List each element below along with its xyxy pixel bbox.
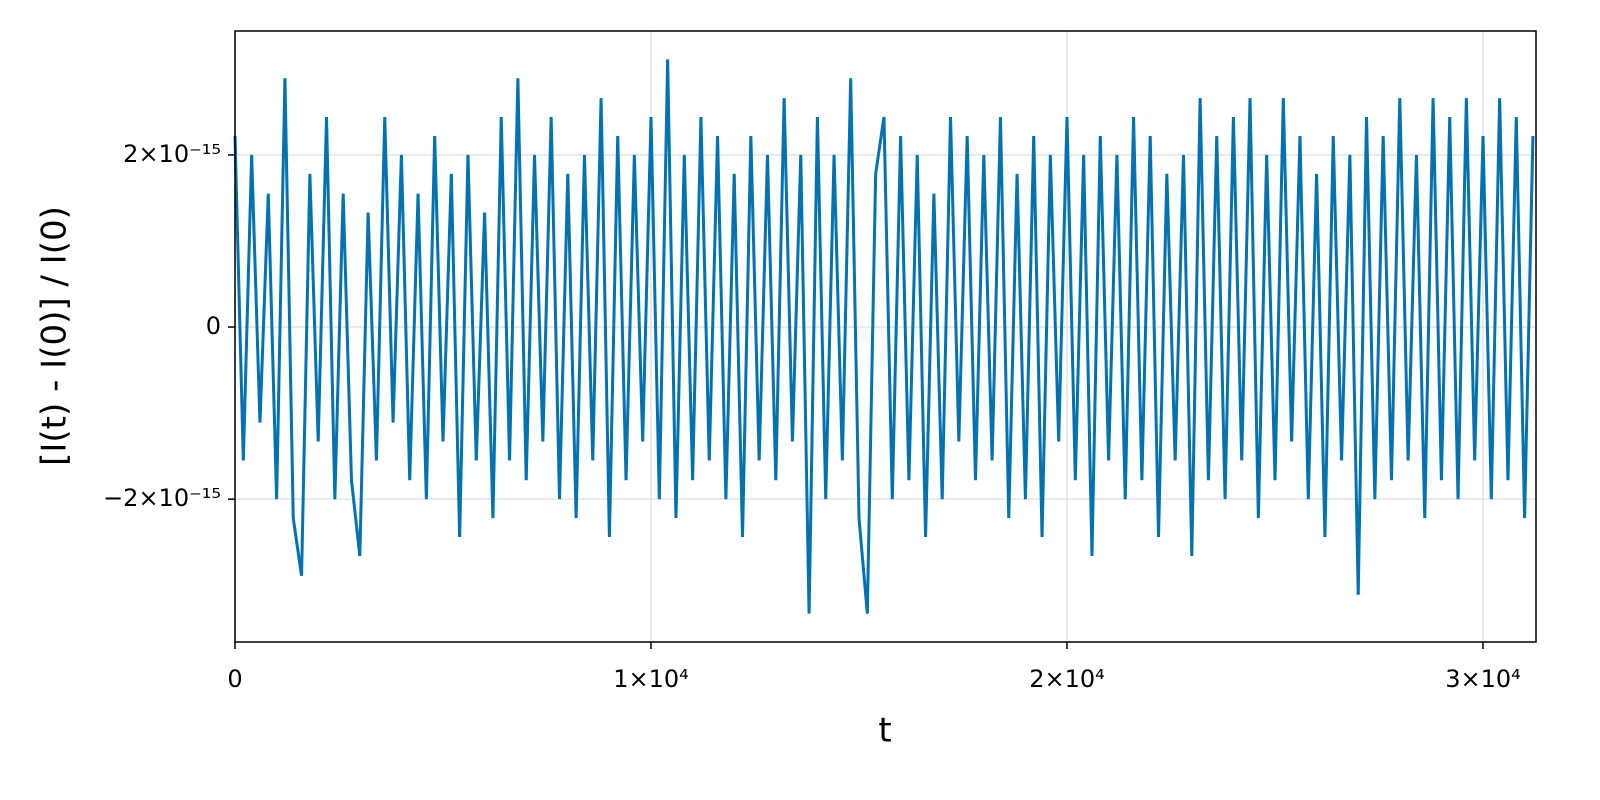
y-tick-label: 2×10⁻¹⁵: [123, 140, 221, 168]
x-axis-label: t: [878, 711, 891, 751]
y-tick-label: 0: [206, 312, 221, 340]
y-tick-label: −2×10⁻¹⁵: [103, 484, 221, 512]
x-tick-label: 1×10⁴: [613, 665, 689, 693]
y-axis-label: [I(t) - I(0)] / I(0): [35, 206, 75, 466]
x-tick-label: 3×10⁴: [1445, 665, 1521, 693]
x-tick-label: 0: [227, 665, 242, 693]
plot-frame: [234, 30, 1537, 643]
data-line: [233, 59, 1535, 614]
x-tick-label: 2×10⁴: [1029, 665, 1105, 693]
